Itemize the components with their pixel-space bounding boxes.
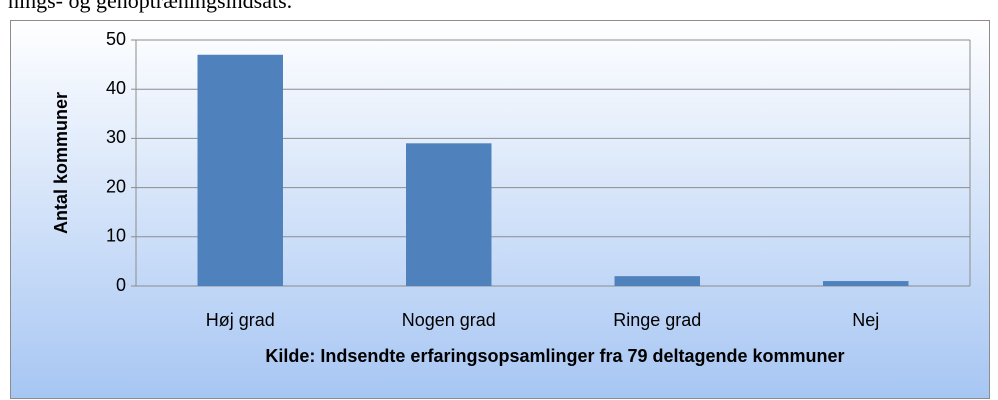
bar (614, 276, 700, 286)
bar (823, 281, 909, 286)
bar (197, 54, 283, 287)
x-axis-title: Kilde: Indsendte erfaringsopsamlinger fr… (265, 346, 844, 366)
y-tick-label: 50 (106, 29, 126, 49)
x-tick-label: Høj grad (206, 310, 275, 330)
y-tick-label: 40 (106, 78, 126, 98)
y-tick-label: 30 (106, 127, 126, 147)
y-tick-label: 0 (116, 275, 126, 295)
y-tick-label: 20 (106, 176, 126, 196)
header-text: nings- og genoptræningsindsats. (8, 0, 292, 13)
x-tick-label: Nogen grad (402, 310, 496, 330)
y-tick-label: 10 (106, 226, 126, 246)
chart-frame (10, 20, 990, 399)
y-axis-title: Antal kommuner (51, 92, 71, 234)
x-tick-label: Ringe grad (613, 310, 701, 330)
x-tick-label: Nej (852, 310, 879, 330)
bar (406, 143, 492, 286)
